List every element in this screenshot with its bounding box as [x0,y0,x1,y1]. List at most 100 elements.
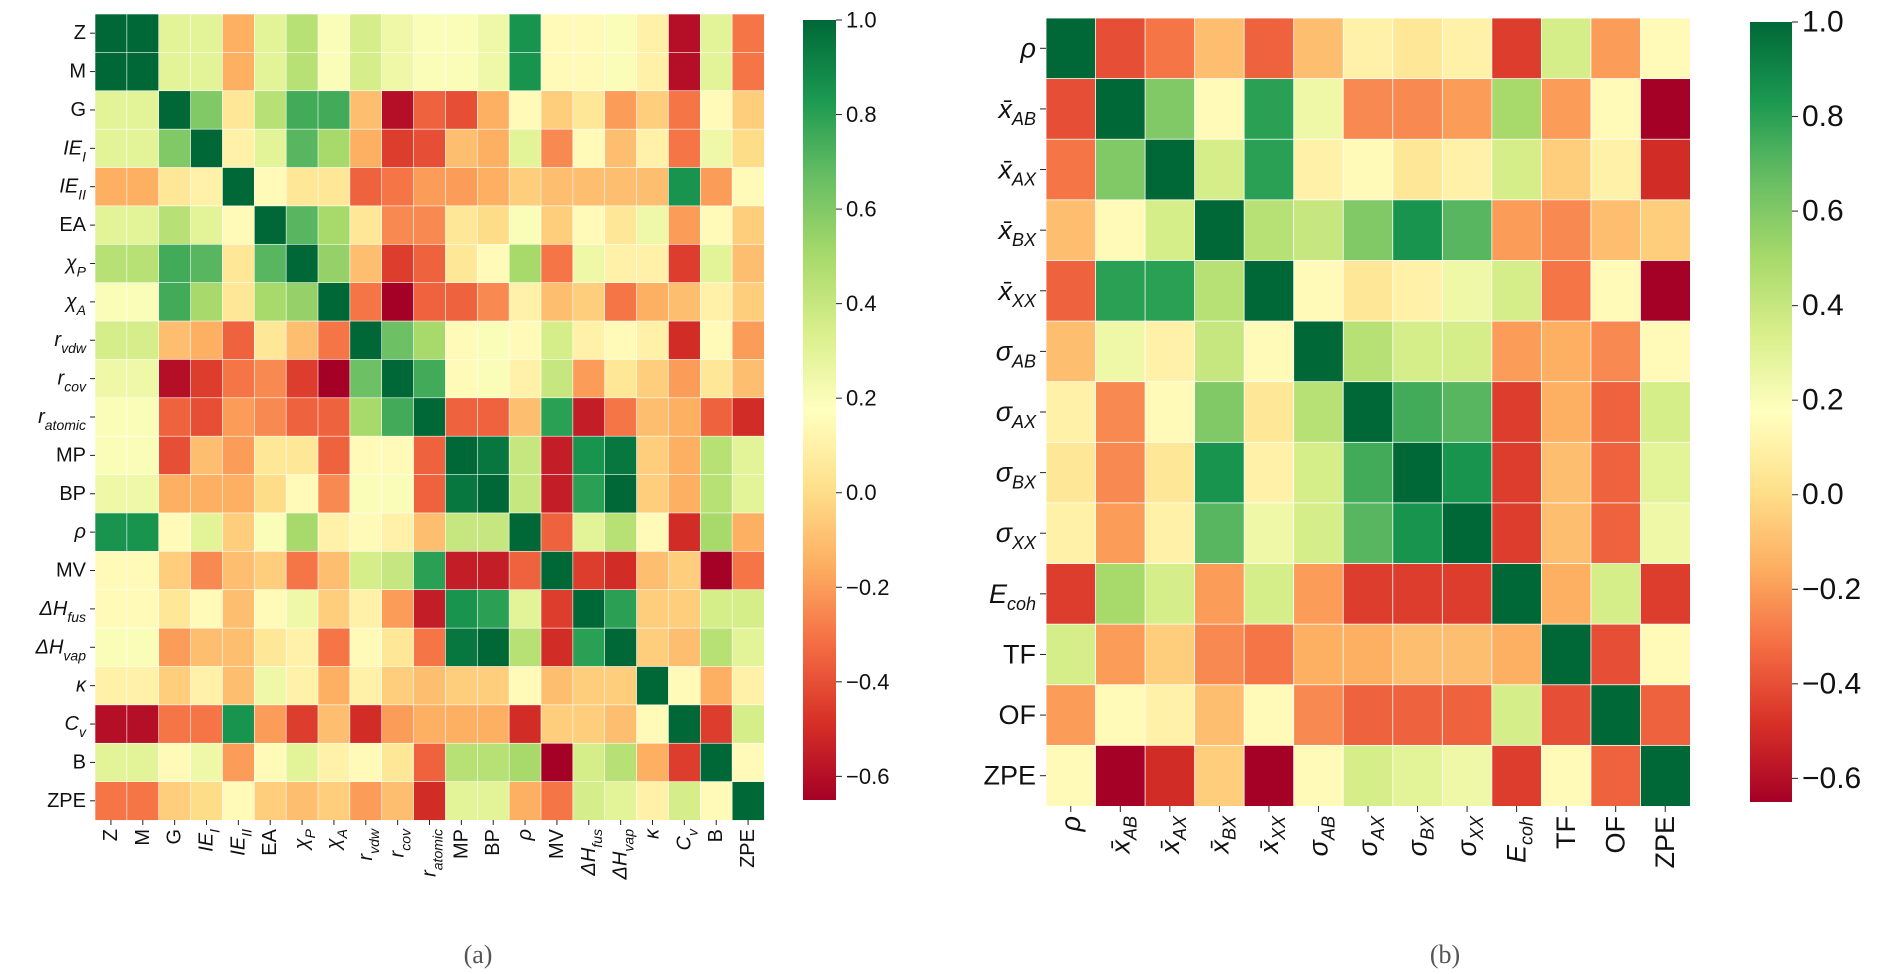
heatmap-a-cell-2-9 [381,90,415,130]
heatmap-a-row-label-6: χP [64,252,87,279]
heatmap-a-cell-8-12 [476,320,510,361]
heatmap-a-cell-3-13 [508,128,542,169]
heatmap-b-col-label-0: ρ [1056,816,1086,832]
heatmap-a-cell-14-13 [508,551,542,591]
heatmap-a-row-label-8: rvdw [54,329,86,356]
heatmap-a-cell-4-20 [731,167,765,207]
heatmap-b-cell-5-3 [1194,320,1245,383]
heatmap-a-cell-0-19 [699,13,733,54]
heatmap-a-cell-8-8 [349,320,383,361]
heatmap-a-cell-7-18 [668,282,701,322]
heatmap-a-cells [94,13,765,821]
heatmap-a-cell-10-6 [285,397,319,437]
heatmap-b-colorbar-label-2: 0.6 [1802,195,1844,228]
heatmap-a-cell-15-7 [317,589,351,629]
heatmap-a-cell-2-3 [190,90,224,130]
heatmap-a-cell-16-1 [126,627,160,668]
heatmap-b-cell-0-7 [1392,17,1444,80]
heatmap-b-cell-5-10 [1540,320,1592,383]
heatmap-a-cell-10-12 [476,397,510,437]
heatmap-a-row-labels: ZMG IEI IEII EA χP χA rvdw rcov ratomic MP BP ρ MV ΔH… [35,22,95,812]
heatmap-b-colorbar-label-5: 0.0 [1802,478,1844,511]
heatmap-a-row-label-18: Cv [65,713,87,740]
heatmap-a-cell-3-19 [699,128,733,169]
heatmap-a-cell-0-3 [190,13,224,54]
heatmap-a-col-label-6: χP [291,828,318,851]
heatmap-a-cell-17-1 [126,666,160,706]
heatmap-a-cell-7-0 [94,282,128,322]
heatmap-a-cell-11-0 [94,435,128,476]
heatmap-b-col-label-10: TF [1551,816,1581,849]
heatmap-a-cell-15-0 [94,589,128,629]
heatmap-a-cell-0-13 [508,13,542,54]
heatmap-a-cell-19-18 [668,742,701,783]
heatmap-a-col-label-3: IEI [196,829,223,852]
heatmap-a-cell-6-0 [94,243,128,284]
heatmap-b-column-labels: ρ x̄AB x̄AX x̄BX x̄XX σAB σAX σBX σXX Ecoh TF OF ZPE [1056,806,1680,869]
heatmap-a-cell-2-12 [476,90,510,130]
heatmap-b-row-label-3: x̄BX [996,215,1037,250]
heatmap-a-cell-7-8 [349,282,383,322]
heatmap-a-cell-4-9 [381,167,415,207]
heatmap-b-cell-5-12 [1640,320,1691,383]
heatmap-b-cell-11-7 [1392,684,1444,747]
heatmap-a-cell-0-6 [285,13,319,54]
heatmap-a-cell-0-14 [540,13,574,54]
heatmap-a-cell-7-4 [222,282,255,322]
heatmap-a-cell-15-8 [349,589,383,629]
heatmap-a-cell-15-15 [572,589,606,629]
heatmap-b-cell-0-5 [1293,17,1345,80]
heatmap-b-cell-7-8 [1441,441,1493,504]
heatmap-a-cell-1-14 [540,52,574,92]
heatmap-b-cell-9-6 [1342,563,1394,625]
heatmap-b-cell-1-9 [1491,78,1543,141]
heatmap-a-col-label-13: ρ [514,829,536,841]
heatmap-a-cell-7-9 [381,282,415,322]
heatmap-b-cell-8-9 [1491,502,1543,565]
heatmap-a-cell-19-2 [158,742,192,783]
heatmap-a-cell-19-3 [190,742,224,783]
heatmap-a-cell-5-11 [445,205,478,245]
heatmap-a-col-label-5: EA [259,828,281,855]
heatmap-a-cell-5-14 [540,205,574,245]
heatmap-a-cell-20-2 [158,781,192,821]
heatmap-a-cell-10-2 [158,397,192,437]
heatmap-a-cell-14-9 [381,551,415,591]
heatmap-a-cell-19-17 [636,742,670,783]
heatmap-a-cell-11-20 [731,435,765,476]
heatmap-a-cell-17-8 [349,666,383,706]
heatmap-a-row-label-12: BP [59,483,86,505]
heatmap-a-cell-7-19 [699,282,733,322]
heatmap-b-cell-0-8 [1441,17,1493,80]
heatmap-a-cell-2-17 [636,90,670,130]
heatmap-a-cell-0-1 [126,13,160,54]
heatmap-b-cell-1-0 [1045,78,1097,141]
heatmap-b-row-label-11: OF [999,700,1037,730]
heatmap-b-cell-7-12 [1640,441,1691,504]
heatmap-a-cell-12-2 [158,474,192,514]
heatmap-a-cell-0-8 [349,13,383,54]
heatmap-a-cell-10-4 [222,397,255,437]
heatmap-a-cell-16-12 [476,627,510,668]
heatmap-a-cell-8-14 [540,320,574,361]
heatmap-a-cell-1-2 [158,52,192,92]
heatmap-a-cell-19-13 [508,742,542,783]
heatmap-a-cell-14-7 [317,551,351,591]
heatmap-a-cell-5-17 [636,205,670,245]
heatmap-b-cell-11-4 [1243,684,1295,747]
heatmap-a-cell-3-3 [190,128,224,169]
heatmap-a-cell-2-13 [508,90,542,130]
heatmap-a-cell-14-19 [699,551,733,591]
heatmap-a-cell-9-5 [253,359,287,399]
heatmap-a-col-label-19: B [705,829,727,842]
heatmap-a-cell-6-12 [476,243,510,284]
heatmap-a-cell-14-8 [349,551,383,591]
heatmap-b-cell-11-5 [1293,684,1345,747]
heatmap-a-cell-8-4 [222,320,255,361]
heatmap-b-cell-4-12 [1640,260,1691,322]
heatmap-b-cell-9-3 [1194,563,1245,625]
heatmap-b-cell-8-7 [1392,502,1444,565]
heatmap-a-cell-2-2 [158,90,192,130]
heatmap-b-cell-1-7 [1392,78,1444,141]
